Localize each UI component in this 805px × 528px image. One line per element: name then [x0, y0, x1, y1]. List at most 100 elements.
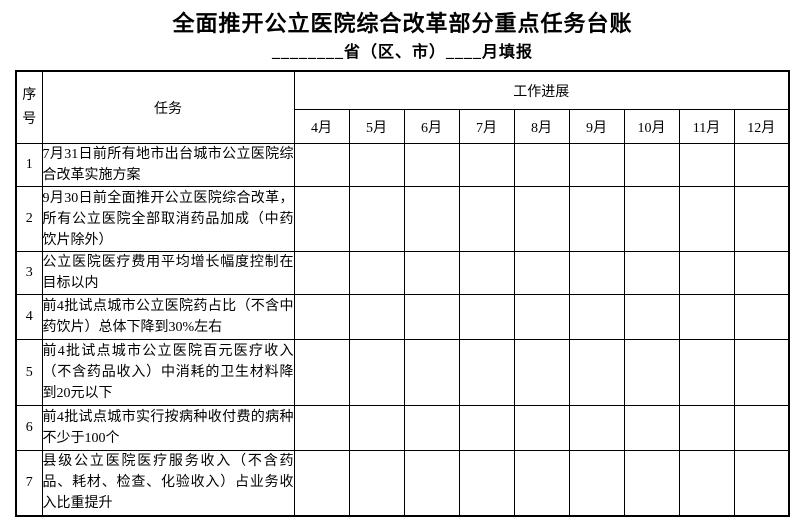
- row-index: 5: [15, 339, 43, 406]
- table-row: 6 前4批试点城市实行按病种收付费的病种不少于100个: [15, 405, 790, 451]
- task-text: 公立医院医疗费用平均增长幅度控制在目标以内: [41, 251, 295, 295]
- progress-cell[interactable]: [513, 450, 570, 516]
- progress-cell[interactable]: [293, 143, 350, 187]
- progress-cell[interactable]: [458, 143, 515, 187]
- month-header: 9月: [568, 109, 625, 144]
- progress-cell[interactable]: [733, 450, 790, 516]
- progress-cell[interactable]: [348, 186, 405, 252]
- progress-cell[interactable]: [513, 294, 570, 340]
- progress-cell[interactable]: [458, 450, 515, 516]
- progress-cell[interactable]: [568, 143, 625, 187]
- page-subtitle: ________省（区、市）____月填报: [271, 44, 533, 61]
- progress-cell[interactable]: [293, 405, 350, 451]
- task-text: 前4批试点城市实行按病种收付费的病种不少于100个: [41, 405, 295, 451]
- table-row: 7 县级公立医院医疗服务收入（不含药品、耗材、检查、化验收入）占业务收入比重提升: [15, 450, 790, 516]
- progress-cell[interactable]: [678, 405, 735, 451]
- progress-cell[interactable]: [678, 251, 735, 295]
- table-row: 2 9月30日前全面推开公立医院综合改革，所有公立医院全部取消药品加成（中药饮片除…: [15, 186, 790, 252]
- table-row: 4 前4批试点城市公立医院药占比（不含中药饮片）总体下降到30%左右: [15, 294, 790, 340]
- progress-cell[interactable]: [623, 339, 680, 406]
- progress-cell[interactable]: [678, 294, 735, 340]
- progress-cell[interactable]: [293, 251, 350, 295]
- month-header: 5月: [348, 109, 405, 144]
- progress-cell[interactable]: [348, 450, 405, 516]
- progress-cell[interactable]: [403, 294, 460, 340]
- progress-cell[interactable]: [568, 450, 625, 516]
- task-text: 县级公立医院医疗服务收入（不含药品、耗材、检查、化验收入）占业务收入比重提升: [41, 450, 295, 516]
- progress-cell[interactable]: [568, 294, 625, 340]
- progress-cell[interactable]: [513, 251, 570, 295]
- row-index: 2: [15, 186, 43, 252]
- progress-cell[interactable]: [403, 186, 460, 252]
- table-row: 1 7月31日前所有地市出台城市公立医院综合改革实施方案: [15, 143, 790, 187]
- progress-cell[interactable]: [403, 251, 460, 295]
- header-progress: 工作进展: [293, 70, 790, 110]
- progress-cell[interactable]: [403, 339, 460, 406]
- month-header: 7月: [458, 109, 515, 144]
- progress-cell[interactable]: [458, 294, 515, 340]
- page-title: 全面推开公立医院综合改革部分重点任务台账: [172, 11, 633, 36]
- progress-cell[interactable]: [568, 405, 625, 451]
- progress-cell[interactable]: [513, 143, 570, 187]
- task-text: 9月30日前全面推开公立医院综合改革，所有公立医院全部取消药品加成（中药饮片除外…: [41, 186, 295, 252]
- progress-cell[interactable]: [568, 186, 625, 252]
- progress-cell[interactable]: [348, 143, 405, 187]
- progress-cell[interactable]: [623, 405, 680, 451]
- row-index: 3: [15, 251, 43, 295]
- row-index: 4: [15, 294, 43, 340]
- progress-cell[interactable]: [403, 405, 460, 451]
- progress-cell[interactable]: [623, 143, 680, 187]
- progress-cell[interactable]: [403, 143, 460, 187]
- progress-cell[interactable]: [293, 186, 350, 252]
- progress-cell[interactable]: [733, 405, 790, 451]
- progress-cell[interactable]: [458, 405, 515, 451]
- progress-cell[interactable]: [513, 405, 570, 451]
- month-header: 10月: [623, 109, 680, 144]
- progress-cell[interactable]: [733, 251, 790, 295]
- task-text: 7月31日前所有地市出台城市公立医院综合改革实施方案: [41, 143, 295, 187]
- row-index: 1: [15, 143, 43, 187]
- row-index: 7: [15, 450, 43, 516]
- progress-cell[interactable]: [348, 251, 405, 295]
- progress-cell[interactable]: [348, 405, 405, 451]
- progress-cell[interactable]: [733, 294, 790, 340]
- progress-cell[interactable]: [623, 294, 680, 340]
- progress-cell[interactable]: [348, 339, 405, 406]
- progress-cell[interactable]: [513, 186, 570, 252]
- progress-cell[interactable]: [733, 339, 790, 406]
- progress-cell[interactable]: [293, 294, 350, 340]
- progress-cell[interactable]: [458, 339, 515, 406]
- header-task: 任务: [41, 70, 295, 144]
- progress-cell[interactable]: [458, 251, 515, 295]
- progress-cell[interactable]: [733, 143, 790, 187]
- progress-cell[interactable]: [623, 251, 680, 295]
- progress-cell[interactable]: [678, 339, 735, 406]
- progress-cell[interactable]: [403, 450, 460, 516]
- table-row: 5 前4批试点城市公立医院百元医疗收入（不含药品收入）中消耗的卫生材料降到20元以…: [15, 339, 790, 406]
- progress-cell[interactable]: [293, 450, 350, 516]
- header-index-label: 序号: [22, 87, 37, 127]
- progress-cell[interactable]: [568, 251, 625, 295]
- month-header: 6月: [403, 109, 460, 144]
- progress-cell[interactable]: [348, 294, 405, 340]
- progress-cell[interactable]: [458, 186, 515, 252]
- month-header: 4月: [293, 109, 350, 144]
- progress-cell[interactable]: [513, 339, 570, 406]
- task-text: 前4批试点城市公立医院药占比（不含中药饮片）总体下降到30%左右: [41, 294, 295, 340]
- progress-cell[interactable]: [678, 450, 735, 516]
- progress-cell[interactable]: [733, 186, 790, 252]
- month-header: 11月: [678, 109, 735, 144]
- progress-cell[interactable]: [623, 186, 680, 252]
- month-header: 8月: [513, 109, 570, 144]
- month-header: 12月: [733, 109, 790, 144]
- progress-cell[interactable]: [568, 339, 625, 406]
- task-text: 前4批试点城市公立医院百元医疗收入（不含药品收入）中消耗的卫生材料降到20元以下: [41, 339, 295, 406]
- header-index: 序号: [15, 70, 43, 144]
- table-row: 3 公立医院医疗费用平均增长幅度控制在目标以内: [15, 251, 790, 295]
- progress-cell[interactable]: [678, 186, 735, 252]
- progress-cell[interactable]: [623, 450, 680, 516]
- progress-cell[interactable]: [293, 339, 350, 406]
- task-ledger-table: 序号 任务 工作进展 4月 5月 6月 7月 8月 9月 10月 11月 12月 1 7月31日前…: [15, 70, 790, 517]
- progress-cell[interactable]: [678, 143, 735, 187]
